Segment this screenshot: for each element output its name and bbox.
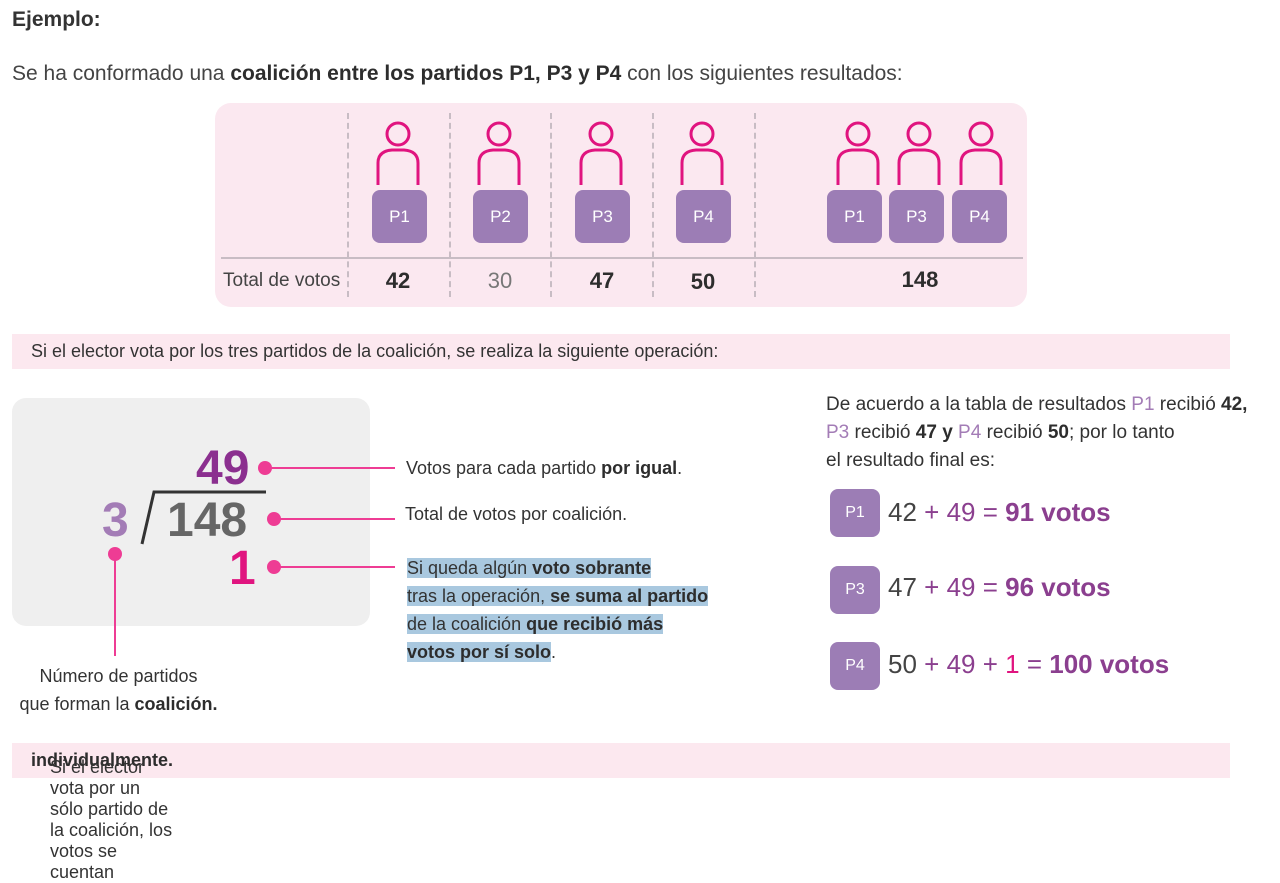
total-votes-label: Total de votos	[223, 270, 341, 291]
single-vote-banner: Si el elector vota por un sólo partido d…	[12, 743, 1230, 882]
party-badge-p2: P2	[473, 190, 528, 243]
party-badge-p4: P4	[676, 190, 731, 243]
remainder-connector	[274, 566, 395, 568]
person-icon	[836, 121, 880, 185]
coalition-vote-banner: Si el elector vota por los tres partidos…	[12, 334, 1230, 369]
party-badge-p1: P1	[372, 190, 427, 243]
party-badge-p3: P3	[575, 190, 630, 243]
dividend: 148	[167, 494, 248, 547]
division-card	[12, 398, 370, 626]
coalition-badge-p4: P4	[952, 190, 1007, 243]
person-icon	[680, 121, 724, 185]
results-explanation: De acuerdo a la tabla de resultados P1 r…	[826, 394, 1248, 471]
example-title: Ejemplo:	[12, 8, 101, 31]
quotient-connector	[265, 467, 395, 469]
total-p2: 30	[487, 268, 513, 293]
remainder: 1	[229, 542, 256, 595]
division-bracket	[140, 490, 266, 545]
result-badge-p4: P4	[830, 642, 880, 690]
result-equation-p1: 42 + 49 = 91 votos	[888, 497, 1111, 527]
intro-text: Se ha conformado una coalición entre los…	[12, 62, 903, 85]
total-p4: 50	[690, 269, 716, 294]
person-icon	[376, 121, 420, 185]
remainder-annotation: Si queda algún voto sobrante tras la ope…	[407, 558, 709, 662]
total-coalition: 148	[901, 267, 939, 292]
dividend-annotation: Total de votos por coalición.	[405, 504, 628, 524]
coalition-badge-p3: P3	[889, 190, 944, 243]
coalition-badge-p1: P1	[827, 190, 882, 243]
person-icon	[959, 121, 1003, 185]
result-badge-p3: P3	[830, 566, 880, 614]
total-p1: 42	[385, 268, 411, 293]
quotient-annotation: Votos para cada partido por igual.	[406, 458, 683, 478]
person-icon	[477, 121, 521, 185]
result-equation-p3: 47 + 49 = 96 votos	[888, 572, 1111, 602]
divisor-annotation: Número de partidos que forman la coalici…	[19, 666, 218, 714]
divisor-connector	[114, 554, 116, 656]
votes-table: P1 P2 P3 P4 P1 P3 P4 Total de votos 42 3…	[215, 103, 1027, 307]
quotient: 49	[196, 442, 250, 495]
person-icon	[579, 121, 623, 185]
result-badge-p1: P1	[830, 489, 880, 537]
dividend-connector	[274, 518, 395, 520]
total-p3: 47	[589, 268, 615, 293]
result-equation-p4: 50 + 49 + 1 = 100 votos	[888, 649, 1170, 679]
divisor: 3	[102, 494, 129, 547]
person-icon	[897, 121, 941, 185]
